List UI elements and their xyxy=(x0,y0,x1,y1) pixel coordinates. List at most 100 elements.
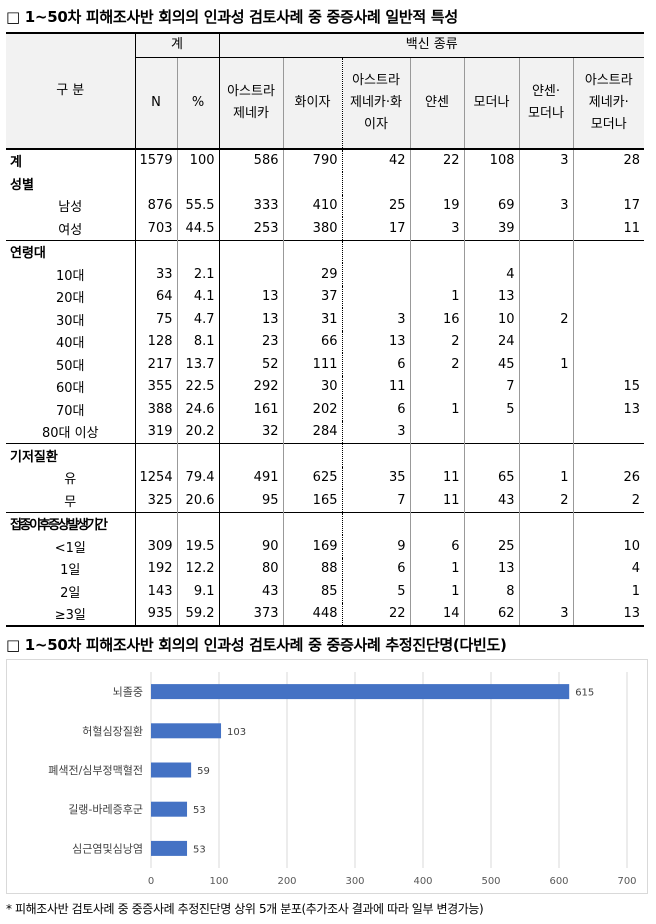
table-cell: 8 xyxy=(464,580,520,603)
table-cell xyxy=(283,511,343,535)
data-label: 103 xyxy=(227,727,246,738)
table-cell: 10 xyxy=(464,308,520,331)
header-line: 제네카·화 xyxy=(350,94,402,110)
table-cell xyxy=(410,443,465,467)
table-cell xyxy=(219,263,284,286)
table-row: 접종이후증상발생기간 xyxy=(6,511,644,535)
table-cell: 108 xyxy=(464,148,520,172)
table-cell: 25 xyxy=(464,535,520,558)
table-cell: 13 xyxy=(219,285,284,308)
table-row: 10대 33 2.1 29 4 xyxy=(6,263,644,286)
data-label: 615 xyxy=(575,688,594,699)
table-cell xyxy=(519,239,574,263)
table-row: 60대 355 22.5 292 30 11 7 15 xyxy=(6,375,644,398)
table-cell: 39 xyxy=(464,217,520,240)
table-cell xyxy=(135,443,178,467)
diagnosis-chart: 0 100 200 300 400 500 600 700 뇌졸중 615 허혈심장질환 103 폐색전… xyxy=(6,659,648,894)
table-cell: 3 xyxy=(519,194,574,217)
table-cell: 43 xyxy=(219,580,284,603)
table-cell xyxy=(410,375,465,398)
table-cell: 31 xyxy=(283,308,343,331)
header-line: 아스트라 xyxy=(352,72,400,88)
table-cell xyxy=(519,285,574,308)
table-cell: 35 xyxy=(342,466,411,489)
table-cell xyxy=(177,511,220,535)
table-cell xyxy=(573,308,644,331)
table-cell: 17 xyxy=(623,198,640,214)
table-cell: 33 xyxy=(135,263,178,286)
table-cell: 253 xyxy=(219,217,284,240)
table-cell: 12.2 xyxy=(177,557,220,580)
table-cell: 26 xyxy=(623,470,640,486)
x-tick-label: 0 xyxy=(148,876,154,887)
table-cell xyxy=(283,239,343,263)
table-cell: 333 xyxy=(219,194,284,217)
table-cell xyxy=(519,580,574,603)
header-line: 얀센· xyxy=(531,83,561,99)
table-cell xyxy=(519,398,574,421)
row-label: 80대 이상 xyxy=(6,420,136,444)
table-row: 기저질환 xyxy=(6,443,644,467)
table-cell: 22 xyxy=(342,602,411,627)
table-cell xyxy=(519,172,574,195)
table-cell: 20.6 xyxy=(177,489,220,512)
table-row: 1일 192 12.2 80 88 6 1 13 4 xyxy=(6,557,644,580)
data-label: 59 xyxy=(197,766,210,777)
x-tick-label: 100 xyxy=(209,876,228,887)
table-cell: 128 xyxy=(135,330,178,353)
row-label: 기저질환 xyxy=(6,443,136,467)
table-cell xyxy=(177,443,220,467)
table-row: 30대 75 4.7 13 31 3 16 10 2 xyxy=(6,308,644,331)
table-cell: 52 xyxy=(219,353,284,376)
x-tick-label: 300 xyxy=(345,876,364,887)
table-cell: 42 xyxy=(342,148,411,172)
table-cell: 11 xyxy=(623,220,640,236)
table-cell: 410 xyxy=(283,194,343,217)
bar xyxy=(151,840,188,856)
table-cell xyxy=(464,172,520,195)
table-cell xyxy=(135,172,178,195)
table-cell: 44.5 xyxy=(177,217,220,240)
table-cell: 2 xyxy=(410,330,465,353)
header-total: 계 xyxy=(135,32,220,58)
category-label: 폐색전/심부정맥혈전 xyxy=(48,763,143,777)
table-cell: 6 xyxy=(342,353,411,376)
table-cell xyxy=(135,239,178,263)
x-tick-label: 600 xyxy=(549,876,568,887)
table-cell: 62 xyxy=(464,602,520,627)
table-cell: 11 xyxy=(342,375,411,398)
table-row: 여성 703 44.5 253 380 17 3 39 11 xyxy=(6,217,644,240)
table-cell xyxy=(573,353,644,376)
x-tick-label: 700 xyxy=(617,876,636,887)
table-cell: 586 xyxy=(219,148,284,172)
table-cell xyxy=(410,263,465,286)
table-cell: 935 xyxy=(135,602,178,627)
table-cell: 309 xyxy=(135,535,178,558)
table-cell: 23 xyxy=(219,330,284,353)
table-cell: 448 xyxy=(283,602,343,627)
table-cell: 165 xyxy=(283,489,343,512)
table-cell xyxy=(519,557,574,580)
table-cell: 43 xyxy=(464,489,520,512)
row-label: 50대 xyxy=(6,353,136,376)
table-cell: 1579 xyxy=(135,148,178,172)
table-cell: 16 xyxy=(410,308,465,331)
table-cell: 3 xyxy=(342,308,411,331)
row-label: 무 xyxy=(6,489,136,512)
category-label: 뇌졸중 xyxy=(113,686,143,699)
table-row: ≥3일 935 59.2 373 448 22 14 62 3 13 xyxy=(6,602,644,627)
table-cell: 161 xyxy=(219,398,284,421)
table-cell xyxy=(464,239,520,263)
table-row: 연령대 xyxy=(6,239,644,263)
table-cell: 319 xyxy=(135,420,178,444)
table-cell: 143 xyxy=(135,580,178,603)
x-tick-label: 200 xyxy=(277,876,296,887)
table-cell: 2 xyxy=(410,353,465,376)
data-label: 53 xyxy=(193,805,206,816)
table-cell xyxy=(464,420,520,444)
table-cell: 28 xyxy=(623,153,640,169)
header-category: 구 분 xyxy=(6,32,136,150)
table-cell: 13 xyxy=(464,557,520,580)
table-cell: 22 xyxy=(410,148,465,172)
table-cell: 13 xyxy=(219,308,284,331)
